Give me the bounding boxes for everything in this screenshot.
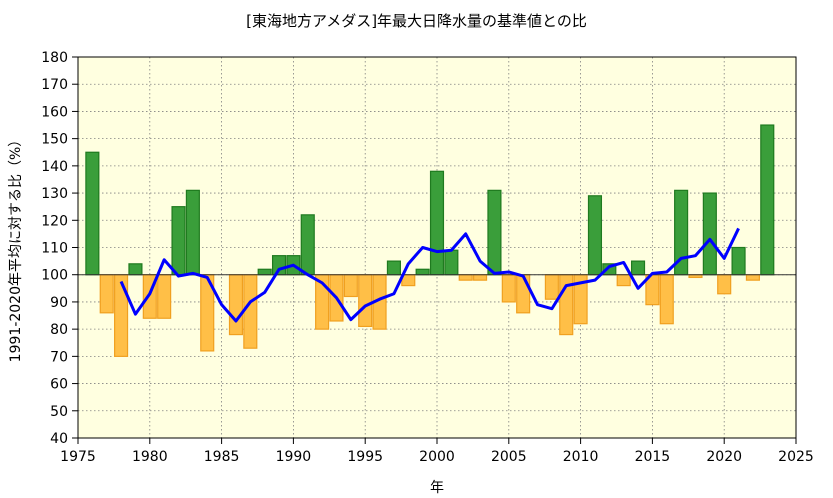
x-tick-label: 1990 [276,449,312,465]
y-tick-label: 150 [41,132,68,148]
x-tick-label: 2000 [419,449,455,465]
bar-2000 [429,170,445,276]
bar-1981 [157,274,172,319]
x-tick-label: 1980 [132,449,168,465]
x-tick-label: 2005 [491,449,527,465]
y-tick-label: 180 [41,50,68,66]
y-tick-label: 90 [50,295,68,311]
x-tick-label: 2025 [778,449,814,465]
bar-2016 [659,274,674,325]
bar-2001 [444,249,459,276]
bar-2008 [544,274,559,300]
y-tick-label: 50 [50,404,68,420]
axis-ticks: 1975 1980 1985 1990 1995 2000 2005 2010 2015 2020… [41,50,814,465]
bar-2021 [731,246,746,276]
y-tick-label: 40 [50,431,68,447]
bar-2014 [630,260,646,276]
y-axis-title: 1991-2020年平均に対する比（%） [8,133,24,363]
bar-1988 [257,268,272,276]
y-tick-label: 100 [41,268,68,284]
y-tick-label: 60 [50,377,68,393]
bar-2023 [760,124,775,276]
chart-title: [東海地方アメダス]年最大日降水量の基準値との比 [246,12,587,30]
y-tick-label: 140 [41,159,68,175]
x-tick-label: 2015 [635,449,671,465]
y-tick-label: 130 [41,186,68,202]
x-axis-title: 年 [430,480,444,496]
moving-average-line [119,227,740,323]
bar-series [85,124,775,357]
bar-1977 [99,274,114,314]
bar-1995 [358,274,373,328]
bar-1982 [171,206,186,276]
bar-1997 [386,260,401,276]
x-tick-label: 1995 [347,449,383,465]
bar-1986 [228,274,244,336]
bar-1983 [185,189,200,276]
bar-2011 [587,195,603,276]
y-tick-label: 160 [41,104,68,120]
bar-1978 [114,274,129,357]
bar-2020 [717,274,732,295]
bar-1976 [85,151,100,276]
bar-2022 [745,274,760,281]
y-tick-label: 170 [41,77,68,93]
bar-2004 [487,189,502,276]
bar-2019 [702,192,717,276]
y-tick-label: 120 [41,213,68,229]
x-tick-label: 2020 [706,449,742,465]
bar-1987 [243,274,258,349]
x-tick-label: 1985 [204,449,240,465]
x-tick-label: 1975 [60,449,96,465]
bar-1979 [128,263,143,276]
y-tick-label: 80 [50,322,68,338]
y-tick-label: 70 [50,349,68,365]
bar-2013 [616,274,631,287]
x-tick-label: 2010 [563,449,599,465]
y-tick-label: 110 [41,241,68,257]
bar-2003 [473,274,488,281]
bar-2002 [458,274,473,281]
bar-1994 [343,274,358,298]
bar-2006 [516,274,531,314]
bar-2005 [501,274,516,303]
bar-1999 [415,268,430,276]
bar-1991 [300,214,315,276]
